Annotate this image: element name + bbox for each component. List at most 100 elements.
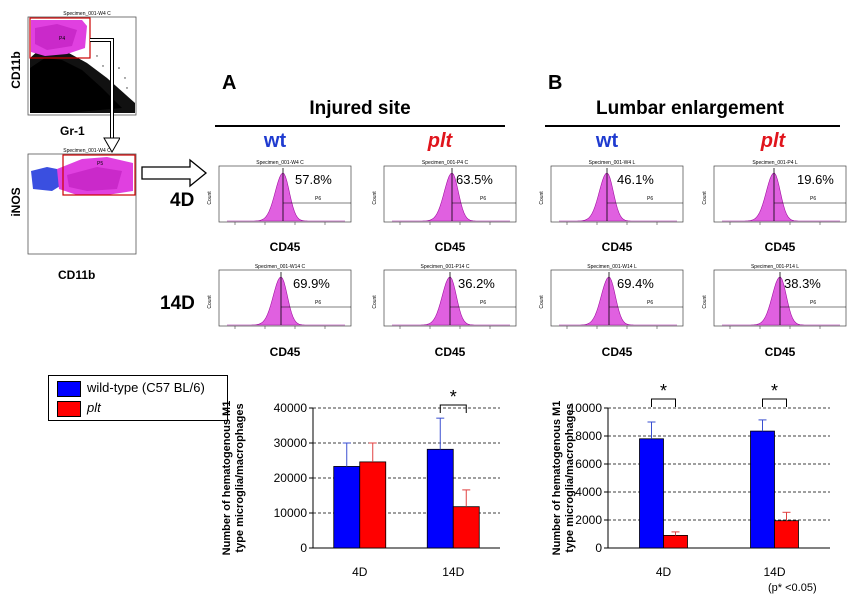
bar-plt-4d [663,534,688,549]
histogram-gate-label: P6 [810,196,816,202]
gating-bottom-ylabel: iNOS [9,187,23,217]
chart-ytick-label: 8000 [575,429,602,443]
gate-connector-arrow [90,38,120,154]
legend-label-plt: plt [87,400,101,415]
histogram-curve [559,276,677,326]
chart-xtick-label: 4D [352,565,368,579]
bar-chart-b: Number of hematogenous M1type microglia/… [551,381,830,579]
bar-plt-4d [359,461,387,549]
chart-ylabel-line: type microglia/macrophages [564,403,576,552]
bar-wt-14d [750,430,775,549]
histogram-title: Specimen_001-W4 C [256,160,304,166]
histogram-count-label: Count [702,295,708,309]
to-histograms-arrow [141,158,208,188]
histogram-count-label: Count [702,191,708,205]
panel-a-letter: A [222,72,237,94]
cd45-label: CD45 [434,345,466,359]
histogram-title: Specimen_001-W14 L [587,264,637,270]
chart-xtick-label: 4D [656,565,672,579]
histogram-title: Specimen_001-P4 C [422,160,469,166]
bar-plt-14d [452,506,480,549]
chart-ylabel-line: Number of hematogenous M1 [221,401,233,556]
gating-top-ylabel: CD11b [9,51,23,89]
significance-star: * [660,381,667,401]
bar-wt-4d [333,466,361,549]
gating-top-plot: Specimen_001-W4 C P4 [27,11,137,116]
significance-star: * [771,381,778,401]
gate-p5-label: P5 [97,161,103,167]
chart-ylabel-line: type microglia/macrophages [234,403,246,552]
histogram-count-label: Count [207,295,213,309]
bar-wt-14d [426,448,454,549]
chart-ytick-label: 20000 [274,471,308,485]
significance-bracket [651,398,676,407]
panel-b-letter: B [548,72,563,94]
histogram-curve [227,172,345,222]
chart-ylabel-line: Number of hematogenous M1 [551,401,563,556]
histogram-gate-label: P6 [647,196,653,202]
histogram-b-4d-plt: Specimen_001-P4 L Count P6 19.6% [700,158,850,243]
histogram-gate-label: P6 [480,196,486,202]
genotype-wt-b: wt [595,130,619,152]
histogram-curve [722,172,840,222]
chart-ylabel: Number of hematogenous M1type microglia/… [221,401,246,556]
bar-plt-14d [774,520,799,549]
histogram-count-label: Count [539,295,545,309]
gating-top-title: Specimen_001-W4 C [63,11,111,17]
gating-top-xlabel: Gr-1 [60,124,85,138]
histogram-count-label: Count [372,295,378,309]
histogram-b-14d-plt: Specimen_001-P14 L Count P6 38.3% [700,262,850,347]
histogram-curve [392,276,510,326]
genotype-wt-a: wt [263,130,287,152]
histogram-b-4d-wt: Specimen_001-W4 L Count P6 46.1% [537,158,687,243]
histogram-percent: 57.8% [295,172,332,187]
histogram-a-4d-wt: Specimen_001-W4 C Count P6 57.8% [205,158,355,243]
chart-ytick-label: 40000 [274,401,308,415]
histogram-a-14d-plt: Specimen_001-P14 C Count P6 36.2% [370,262,520,347]
chart-ytick-label: 0 [300,541,307,555]
cd45-label: CD45 [434,240,466,254]
histogram-gate-label: P6 [810,300,816,306]
chart-ytick-label: 4000 [575,485,602,499]
gating-bottom-plot: Specimen_001-W4 C P5 [27,148,137,255]
legend-item-wt: wild-type (C57 BL/6) [49,378,227,398]
significance-bracket [439,404,467,413]
cd45-label: CD45 [269,345,301,359]
histogram-percent: 69.9% [293,276,330,291]
cd45-label: CD45 [764,345,796,359]
histogram-title: Specimen_001-P14 L [751,264,799,270]
histogram-count-label: Count [539,191,545,205]
row-label-4d: 4D [170,190,195,211]
row-label-14d: 14D [160,293,195,314]
histogram-percent: 63.5% [456,172,493,187]
gate-p5 [62,154,136,196]
legend-swatch-plt [57,400,81,417]
bar-chart-a: Number of hematogenous M1type microglia/… [221,387,500,579]
chart-xtick-label: 14D [763,565,785,579]
legend-item-plt: plt [49,398,227,418]
footnote: (p* <0.05) [768,582,817,594]
histogram-title: Specimen_001-P4 L [752,160,798,166]
chart-ytick-label: 10000 [569,401,603,415]
chart-ytick-label: 30000 [274,436,308,450]
genotype-plt-b: plt [760,130,786,152]
cd45-label: CD45 [601,240,633,254]
legend: wild-type (C57 BL/6) plt [48,375,228,421]
cd45-label: CD45 [601,345,633,359]
significance-star: * [450,387,457,407]
genotype-plt-a: plt [427,130,453,152]
histogram-a-4d-plt: Specimen_001-P4 C Count P6 63.5% [370,158,520,243]
histogram-title: Specimen_001-P14 C [421,264,470,270]
panel-b-rule [545,125,840,127]
histogram-count-label: Count [372,191,378,205]
panel-a-rule [215,125,505,127]
legend-label-wt: wild-type (C57 BL/6) [87,380,205,395]
histogram-percent: 69.4% [617,276,654,291]
gating-bottom-title: Specimen_001-W4 C [63,148,111,154]
histogram-percent: 36.2% [458,276,495,291]
histogram-count-label: Count [207,191,213,205]
histogram-gate-label: P6 [315,196,321,202]
legend-swatch-wt [57,380,81,397]
histogram-gate-label: P6 [315,300,321,306]
histogram-b-14d-wt: Specimen_001-W14 L Count P6 69.4% [537,262,687,347]
